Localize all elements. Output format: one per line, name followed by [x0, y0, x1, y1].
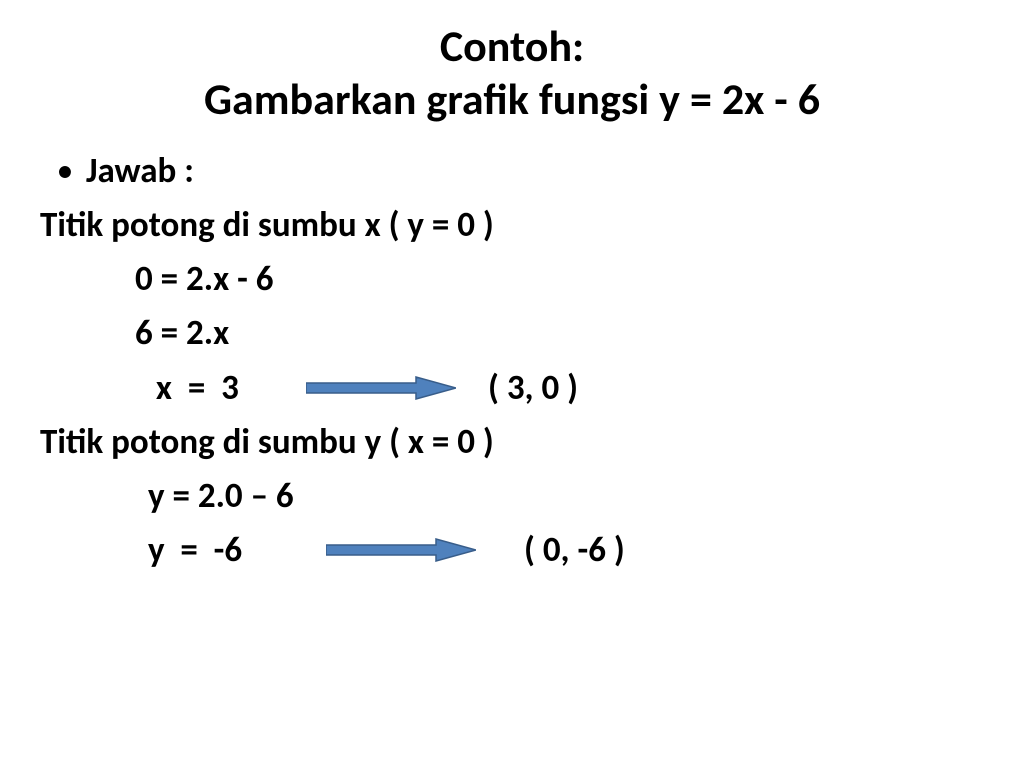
bullet-label: Jawab :	[86, 144, 194, 198]
x-step-2: 6 = 2.x	[40, 306, 984, 360]
arrow-right-icon	[326, 537, 476, 563]
slide-title: Contoh: Gambarkan grafik fungsi y = 2x -…	[40, 20, 984, 126]
y-step-1: y = 2.0 – 6	[40, 469, 984, 523]
y-result-left: y = -6	[148, 523, 318, 577]
x-step-3-row: x = 3 ( 3, 0 )	[40, 361, 984, 415]
title-line-1: Contoh:	[40, 20, 984, 73]
x-intercept-heading: Titik potong di sumbu x ( y = 0 )	[40, 198, 984, 252]
bullet-dot-icon: •	[58, 149, 72, 192]
y-step-2-row: y = -6 ( 0, -6 )	[40, 523, 984, 577]
y-intercept-heading: Titik potong di sumbu y ( x = 0 )	[40, 415, 984, 469]
slide-body: • Jawab : Titik potong di sumbu x ( y = …	[40, 144, 984, 578]
x-step-1: 0 = 2.x - 6	[40, 252, 984, 306]
x-result-right: ( 3, 0 )	[488, 361, 578, 415]
x-result-left: x = 3	[148, 361, 298, 415]
y-result-right: ( 0, -6 )	[524, 523, 625, 577]
bullet-item: • Jawab :	[40, 144, 984, 198]
title-line-2: Gambarkan grafik fungsi y = 2x - 6	[40, 73, 984, 126]
arrow-right-icon	[306, 375, 456, 401]
